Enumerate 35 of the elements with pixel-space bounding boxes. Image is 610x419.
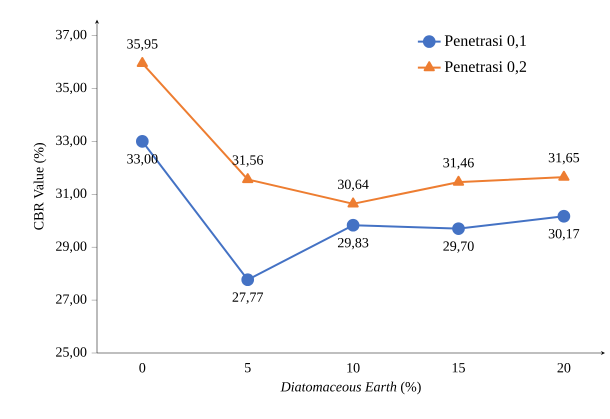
y-axis-title: CBR Value (%) — [34, 143, 46, 230]
x-axis-title: Diatomaceous Earth (%) — [280, 382, 421, 394]
data-label: 29,83 — [338, 238, 368, 250]
legend-label: Penetrasi 0,1 — [444, 35, 526, 48]
point — [452, 176, 464, 186]
legend-label: Penetrasi 0,2 — [444, 61, 526, 74]
point — [347, 197, 359, 208]
point — [558, 170, 570, 181]
x-tick-label: 5 — [245, 363, 251, 372]
data-label: 29,70 — [443, 241, 474, 253]
y-tick-label: 31,00 — [56, 188, 86, 200]
point — [558, 210, 570, 223]
point — [136, 56, 148, 67]
data-label: 31,65 — [548, 152, 580, 164]
data-label: 30,64 — [338, 180, 369, 192]
y-tick-label: 33,00 — [56, 136, 86, 148]
x-tick-label: 15 — [452, 363, 465, 372]
y-tick-label: 35,00 — [56, 82, 86, 94]
y-tick-label: 37,00 — [56, 30, 86, 42]
x-tick-label: 20 — [558, 363, 570, 373]
data-label: 30,17 — [548, 228, 580, 240]
x-tick-label: 10 — [347, 363, 360, 373]
x-tick-label: 0 — [139, 363, 146, 373]
point — [346, 218, 360, 232]
y-tick-label: 25,00 — [56, 347, 86, 359]
data-label: 35,95 — [127, 39, 158, 51]
y-tick-label: 27,00 — [56, 294, 86, 306]
point — [242, 173, 254, 184]
point — [136, 135, 149, 148]
data-label: 27,77 — [232, 292, 264, 304]
data-label: 31,56 — [232, 155, 264, 167]
y-tick-label: 29,00 — [56, 241, 86, 253]
point — [241, 273, 254, 286]
point — [452, 222, 465, 235]
data-label: 31,46 — [443, 158, 474, 170]
